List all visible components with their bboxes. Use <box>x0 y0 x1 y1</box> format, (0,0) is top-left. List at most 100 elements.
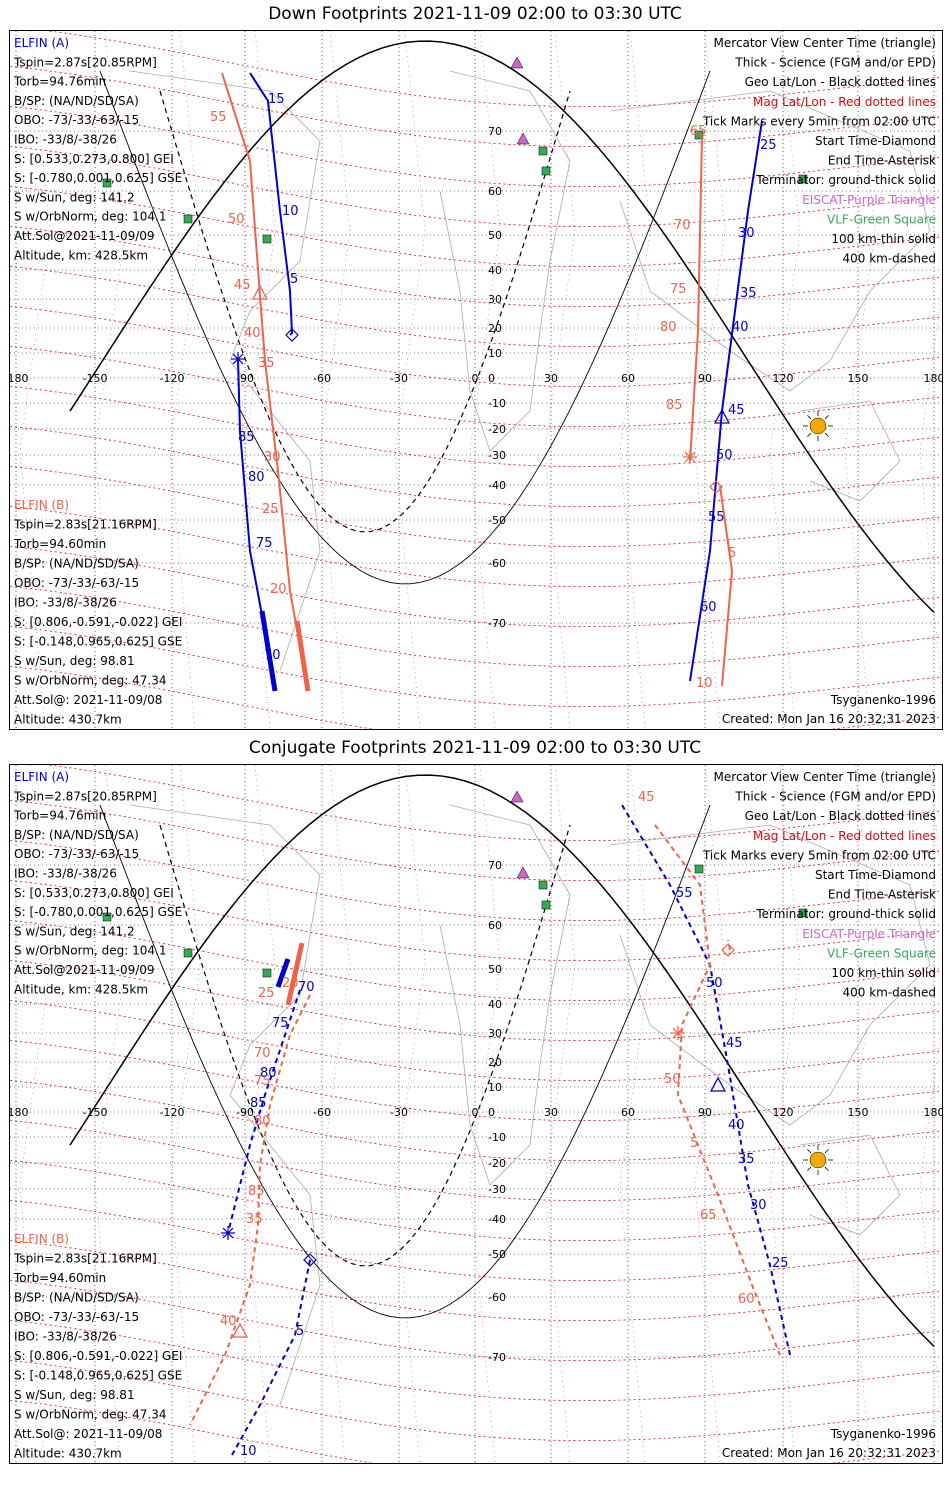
elfin-b-time-label: 40 <box>220 1314 237 1329</box>
eiscat-triangle <box>516 132 530 145</box>
lon-tick-label: 150 <box>848 1106 869 1119</box>
lat-tick-label: 60 <box>488 185 502 198</box>
lat-tick-label: -60 <box>488 557 506 570</box>
sun-ray <box>807 1166 812 1171</box>
lon-tick-label: 30 <box>544 372 558 385</box>
center-triangle <box>231 1322 249 1338</box>
elfin-b-info-line: Altitude: 430.7km <box>14 713 122 727</box>
elfin-a-info-line: OBO: -73/-33/-63/-15 <box>14 113 139 127</box>
lon-tick-label: 180 <box>924 1106 943 1119</box>
legend-item: Start Time-Diamond <box>815 868 936 882</box>
lat-tick-label: -30 <box>488 1183 506 1196</box>
center-triangle <box>709 1076 727 1092</box>
elfin-a-info-line: S: [-0.780,0.001,0.625] GSE <box>14 171 182 185</box>
legend-item: Mercator View Center Time (triangle) <box>714 36 936 50</box>
elfin-a-time-label: 40 <box>728 1118 745 1133</box>
lat-tick-label: -40 <box>488 479 506 492</box>
elfin-b-info-line: IBO: -33/8/-38/26 <box>14 1330 117 1344</box>
elfin-b-info-line: Altitude: 430.7km <box>14 1447 122 1461</box>
mag-lat-line <box>10 1239 941 1322</box>
elfin-a-header: ELFIN (A) <box>14 770 69 784</box>
end-asterisk <box>232 353 244 365</box>
lon-tick-label: 60 <box>621 1106 635 1119</box>
conjugate-footprints-map: 706050403020100-10-20-30-40-50-60-70-180… <box>9 764 943 1464</box>
elfin-a-time-label: 40 <box>732 320 749 335</box>
lon-tick-label: 150 <box>848 372 869 385</box>
lat-tick-label: -10 <box>488 1131 506 1144</box>
lon-tick-label: 120 <box>773 1106 794 1119</box>
lon-tick-label: -60 <box>313 372 331 385</box>
mag-lat-line <box>10 1359 941 1442</box>
vlf-square <box>102 178 112 188</box>
lon-tick-label: -30 <box>390 1106 408 1119</box>
created-timestamp: Created: Mon Jan 16 20:32:31 2023 <box>722 1446 936 1460</box>
mag-lat-line <box>10 1159 941 1242</box>
lat-tick-label: -50 <box>488 514 506 527</box>
elfin-a-info-line: Att.Sol@2021-11-09/09 <box>14 229 155 243</box>
elfin-a-info-line: S: [0.533,0.273,0.800] GEI <box>14 886 174 900</box>
legend-item: 400 km-dashed <box>842 986 936 1000</box>
elfin-b-time-label: 10 <box>696 676 713 691</box>
mag-lat-line <box>10 839 941 922</box>
elfin-b-track <box>654 824 781 1356</box>
vlf-square <box>694 130 704 140</box>
mag-lat-line <box>10 1039 941 1122</box>
legend-item: 100 km-thin solid <box>831 232 936 246</box>
elfin-a-time-label: 30 <box>750 1198 767 1213</box>
elfin-a-time-label: 10 <box>282 204 299 219</box>
elfin-b-science-segment <box>294 620 311 692</box>
elfin-b-header: ELFIN (B) <box>14 498 69 512</box>
elfin-b-time-label: 60 <box>738 1292 755 1307</box>
lat-tick-label: -50 <box>488 1248 506 1261</box>
mag-lat-line <box>10 1319 941 1402</box>
lon-tick-label: -120 <box>160 1106 185 1119</box>
lat-tick-label: 30 <box>488 293 502 306</box>
lat-tick-label: -30 <box>488 449 506 462</box>
coastline <box>129 804 321 1406</box>
terminator-100km <box>99 70 711 585</box>
mag-lon-line <box>244 765 276 1463</box>
legend-item: VLF-Green Square <box>827 212 936 226</box>
elfin-a-time-label: 50 <box>706 976 723 991</box>
elfin-b-time-label: 75 <box>254 1074 271 1089</box>
elfin-a-info-line: S w/Sun, deg: 141.2 <box>14 190 135 204</box>
mag-lon-line <box>619 31 651 729</box>
lat-tick-label: 50 <box>488 963 502 976</box>
elfin-a-info-line: Torb=94.76min <box>13 75 106 89</box>
elfin-a-time-label: 45 <box>726 1036 743 1051</box>
coastline <box>129 70 321 672</box>
mag-lat-line <box>46 31 941 108</box>
coastline <box>609 90 931 392</box>
elfin-b-info-line: B/SP: (NA/ND/SD/SA) <box>14 1291 139 1305</box>
elfin-b-time-label: 50 <box>228 212 245 227</box>
elfin-a-time-label: 75 <box>272 1016 289 1031</box>
lat-tick-label: 30 <box>488 1027 502 1040</box>
elfin-b-time-label: 50 <box>664 1072 681 1087</box>
elfin-b-info-line: IBO: -33/8/-38/26 <box>14 596 117 610</box>
down-panel-title: Down Footprints 2021-11-09 02:00 to 03:3… <box>268 4 682 24</box>
elfin-a-info-line: Tspin=2.87s[20.85RPM] <box>13 55 157 69</box>
mag-lat-line <box>10 345 941 428</box>
mag-lat-line <box>10 105 941 188</box>
mag-lat-line <box>10 305 941 388</box>
lon-tick-label: -60 <box>313 1106 331 1119</box>
elfin-b-time-label: 25 <box>262 502 279 517</box>
elfin-a-track <box>237 358 276 692</box>
mag-lat-line <box>10 665 941 729</box>
elfin-a-info-line: B/SP: (NA/ND/SD/SA) <box>14 94 139 108</box>
legend-item: Mag Lat/Lon - Red dotted lines <box>753 95 936 109</box>
elfin-a-info-line: Tspin=2.87s[20.85RPM] <box>13 789 157 803</box>
sun-ray <box>824 432 829 437</box>
terminator-ground <box>69 774 935 1347</box>
coastline <box>799 1134 901 1236</box>
elfin-a-info-line: S w/OrbNorm, deg: 104.1 <box>14 944 166 958</box>
terminator-400km <box>159 90 571 533</box>
mag-lat-line <box>10 999 941 1082</box>
elfin-b-track <box>189 994 311 1426</box>
elfin-b-info-line: Tspin=2.83s[21.16RPM] <box>13 1252 157 1266</box>
lat-tick-label: 20 <box>488 322 502 335</box>
mag-lon-line <box>544 765 576 1463</box>
coastline <box>799 400 901 502</box>
elfin-a-time-label: 30 <box>738 226 755 241</box>
elfin-b-time-label: 85 <box>666 398 683 413</box>
